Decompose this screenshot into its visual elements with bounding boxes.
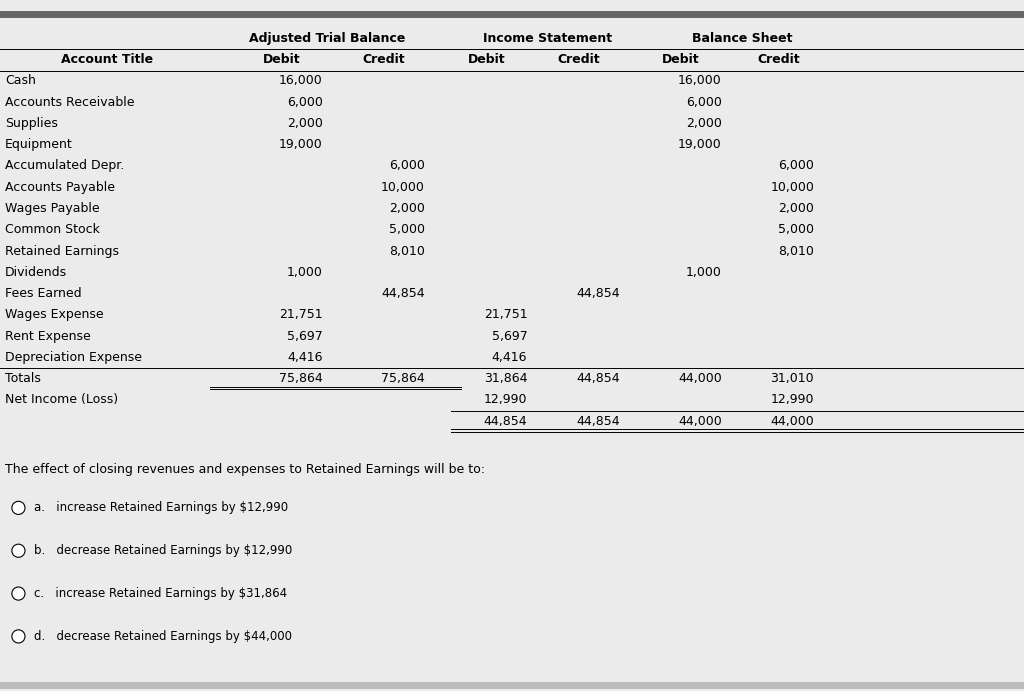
- Ellipse shape: [12, 587, 25, 600]
- Text: 31,010: 31,010: [770, 372, 814, 385]
- Text: Credit: Credit: [362, 53, 406, 66]
- Text: 8,010: 8,010: [778, 245, 814, 258]
- Text: 5,697: 5,697: [287, 330, 323, 343]
- Text: 2,000: 2,000: [287, 117, 323, 130]
- Text: 6,000: 6,000: [287, 95, 323, 108]
- Text: 75,864: 75,864: [381, 372, 425, 385]
- Text: Dividends: Dividends: [5, 266, 68, 278]
- Text: 5,000: 5,000: [389, 223, 425, 236]
- Text: Totals: Totals: [5, 372, 41, 385]
- Text: 44,854: 44,854: [381, 287, 425, 300]
- Text: 10,000: 10,000: [770, 181, 814, 193]
- Text: Net Income (Loss): Net Income (Loss): [5, 393, 118, 406]
- Text: Supplies: Supplies: [5, 117, 58, 130]
- Text: Account Title: Account Title: [61, 53, 154, 66]
- Text: Accounts Receivable: Accounts Receivable: [5, 95, 134, 108]
- Text: 12,990: 12,990: [484, 393, 527, 406]
- Text: 44,854: 44,854: [575, 372, 620, 385]
- Text: 44,854: 44,854: [575, 415, 620, 428]
- Text: Depreciation Expense: Depreciation Expense: [5, 351, 142, 364]
- Ellipse shape: [12, 502, 25, 514]
- Text: 8,010: 8,010: [389, 245, 425, 258]
- Text: a.   increase Retained Earnings by $12,990: a. increase Retained Earnings by $12,990: [34, 502, 288, 514]
- Text: 2,000: 2,000: [778, 202, 814, 215]
- Text: Cash: Cash: [5, 75, 36, 87]
- Text: Debit: Debit: [263, 53, 300, 66]
- Text: 19,000: 19,000: [279, 138, 323, 151]
- Ellipse shape: [12, 630, 25, 643]
- Text: Debit: Debit: [468, 53, 505, 66]
- Text: 6,000: 6,000: [686, 95, 722, 108]
- Text: 44,854: 44,854: [575, 287, 620, 300]
- Ellipse shape: [12, 545, 25, 557]
- Text: Wages Payable: Wages Payable: [5, 202, 99, 215]
- Text: 44,854: 44,854: [483, 415, 527, 428]
- Text: 5,000: 5,000: [778, 223, 814, 236]
- Text: Credit: Credit: [757, 53, 800, 66]
- Text: 6,000: 6,000: [778, 160, 814, 173]
- Text: Income Statement: Income Statement: [483, 32, 612, 45]
- Text: 10,000: 10,000: [381, 181, 425, 193]
- Text: The effect of closing revenues and expenses to Retained Earnings will be to:: The effect of closing revenues and expen…: [5, 463, 485, 476]
- Text: Fees Earned: Fees Earned: [5, 287, 82, 300]
- Text: Adjusted Trial Balance: Adjusted Trial Balance: [250, 32, 406, 45]
- Text: 44,000: 44,000: [770, 415, 814, 428]
- Text: 31,864: 31,864: [484, 372, 527, 385]
- Text: 1,000: 1,000: [686, 266, 722, 278]
- Text: 19,000: 19,000: [678, 138, 722, 151]
- Text: 44,000: 44,000: [678, 372, 722, 385]
- Text: 21,751: 21,751: [279, 308, 323, 321]
- Text: 16,000: 16,000: [678, 75, 722, 87]
- Text: Rent Expense: Rent Expense: [5, 330, 91, 343]
- Text: Retained Earnings: Retained Earnings: [5, 245, 119, 258]
- Text: 2,000: 2,000: [686, 117, 722, 130]
- Text: Credit: Credit: [557, 53, 600, 66]
- Text: 2,000: 2,000: [389, 202, 425, 215]
- Text: Accounts Payable: Accounts Payable: [5, 181, 115, 193]
- Text: Equipment: Equipment: [5, 138, 73, 151]
- Text: 4,416: 4,416: [287, 351, 323, 364]
- Text: Common Stock: Common Stock: [5, 223, 100, 236]
- Text: Wages Expense: Wages Expense: [5, 308, 103, 321]
- Text: Balance Sheet: Balance Sheet: [692, 32, 793, 45]
- Text: c.   increase Retained Earnings by $31,864: c. increase Retained Earnings by $31,864: [34, 587, 287, 600]
- Text: 4,416: 4,416: [492, 351, 527, 364]
- Text: 44,000: 44,000: [678, 415, 722, 428]
- Text: 16,000: 16,000: [279, 75, 323, 87]
- Text: 12,990: 12,990: [771, 393, 814, 406]
- Text: 75,864: 75,864: [279, 372, 323, 385]
- Text: Accumulated Depr.: Accumulated Depr.: [5, 160, 124, 173]
- Text: Debit: Debit: [663, 53, 699, 66]
- Text: 6,000: 6,000: [389, 160, 425, 173]
- Text: 1,000: 1,000: [287, 266, 323, 278]
- Text: 5,697: 5,697: [492, 330, 527, 343]
- Text: 21,751: 21,751: [483, 308, 527, 321]
- Text: d.   decrease Retained Earnings by $44,000: d. decrease Retained Earnings by $44,000: [34, 630, 292, 643]
- Text: b.   decrease Retained Earnings by $12,990: b. decrease Retained Earnings by $12,990: [34, 545, 292, 557]
